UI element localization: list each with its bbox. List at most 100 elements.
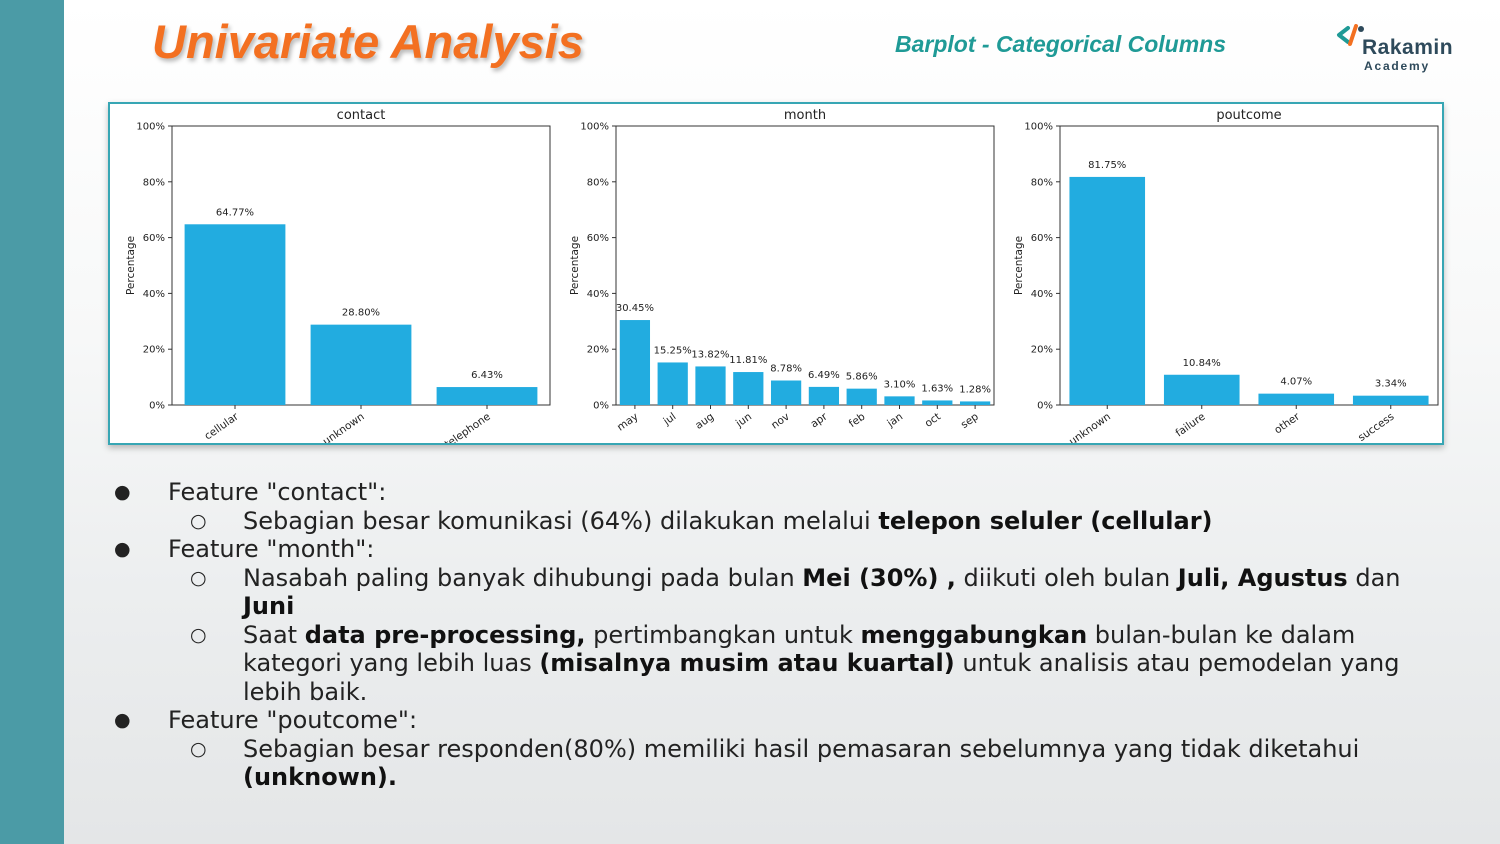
bar (657, 362, 688, 405)
plot-frame (615, 125, 995, 406)
x-tick-label: may (615, 411, 641, 434)
bar (884, 396, 915, 405)
data-label: 11.81% (729, 355, 767, 366)
y-tick-label: 0% (149, 401, 165, 412)
data-label: 3.10% (884, 379, 916, 390)
x-tick-label: oct (923, 411, 943, 430)
note-emphasis: telepon seluler (cellular) (878, 506, 1213, 535)
y-tick-label: 20% (587, 345, 609, 356)
y-tick-label: 20% (143, 345, 165, 356)
note-emphasis: Juni (243, 592, 295, 620)
note-text: diikuti oleh bulan (955, 563, 1178, 592)
bar (770, 380, 802, 405)
note-text: bulan-bulan ke dalam (1087, 620, 1356, 649)
note-text: Feature "poutcome": (168, 706, 418, 734)
x-tick-label: sep (959, 410, 981, 431)
note-text: Sebagian besar komunikasi (64%) dilakuka… (243, 506, 879, 535)
y-tick-label: 80% (143, 177, 165, 188)
note-text: lebih baik. (243, 677, 368, 706)
note-text: Feature "contact": (168, 478, 387, 506)
y-tick-label: 40% (1031, 289, 1053, 300)
sub-bullet: ○ (190, 737, 207, 760)
note-month-point-2: ○ Saat data pre-processing, pertimbangka… (112, 621, 1472, 650)
bar (436, 387, 538, 405)
charts-panel: contact 0% 20% 40% 60% 80% 100% Percentage 64.77… (108, 102, 1444, 445)
plot-frame (1059, 125, 1439, 406)
data-label: 10.84% (1183, 358, 1221, 369)
x-tick-label: unknown (321, 411, 367, 443)
bar (808, 386, 840, 405)
note-text: Saat (243, 620, 305, 649)
x-tick-label: aug (693, 411, 716, 432)
note-contact-point: ○ Sebagian besar komunikasi (64%) dilaku… (112, 507, 1472, 536)
note-text: pertimbangkan untuk (585, 620, 861, 649)
left-accent-bar (0, 0, 64, 844)
y-axis-label: Percentage (1013, 236, 1025, 295)
note-poutcome-point-cont: (unknown). (112, 763, 1472, 792)
bar (1258, 393, 1335, 405)
x-tick-label: nov (769, 411, 792, 432)
bullet: ● (114, 709, 131, 731)
note-month-point-2-cont: kategori yang lebih luas (misalnya musim… (112, 649, 1472, 678)
page-title: Univariate Analysis (152, 15, 584, 68)
data-label: 15.25% (654, 345, 692, 356)
bar (733, 372, 764, 405)
x-tick-label: other (1272, 410, 1302, 436)
sub-bullet: ○ (190, 509, 207, 532)
bullet: ● (114, 538, 131, 560)
note-emphasis: Juli, Agustus (1177, 563, 1348, 592)
y-tick-label: 60% (587, 233, 609, 244)
logo-subtitle: Academy (1364, 59, 1430, 73)
month-chart: month 0% 20% 40% 60% 80% 100% Percentage 30.45% m… (569, 108, 995, 434)
note-emphasis: (misalnya musim atau kuartal) (539, 649, 955, 677)
data-label: 6.43% (471, 370, 503, 381)
sub-bullet: ○ (190, 566, 207, 589)
data-label: 1.28% (959, 384, 991, 395)
bar (846, 388, 877, 405)
y-tick-label: 40% (587, 289, 609, 300)
y-tick-label: 60% (143, 233, 165, 244)
bar (619, 320, 651, 405)
chart-title: contact (337, 108, 386, 123)
note-emphasis: data pre-processing, (304, 620, 586, 649)
data-label: 81.75% (1088, 160, 1126, 171)
x-tick-label: feb (847, 410, 868, 430)
note-emphasis: menggabungkan (860, 620, 1088, 649)
note-text: dan (1347, 563, 1401, 592)
note-month-heading: ● Feature "month": (112, 535, 1472, 564)
bullet: ● (114, 481, 131, 503)
note-text: Nasabah paling banyak dihubungi pada bul… (243, 563, 803, 592)
bar (184, 224, 286, 405)
poutcome-chart: poutcome 0% 20% 40% 60% 80% 100% Percentage 81.7… (1013, 108, 1439, 443)
data-label: 30.45% (616, 303, 654, 314)
analysis-notes: ● Feature "contact": ○ Sebagian besar ko… (112, 478, 1472, 792)
note-month-point-2-cont-2: lebih baik. (112, 678, 1472, 707)
sub-bullet: ○ (190, 623, 207, 646)
bar (1352, 395, 1429, 405)
note-month-point-1-cont: Juni (112, 592, 1472, 621)
y-tick-label: 0% (593, 401, 609, 412)
bar (922, 400, 953, 405)
chart-title: poutcome (1216, 108, 1281, 123)
note-contact-heading: ● Feature "contact": (112, 478, 1472, 507)
note-poutcome-heading: ● Feature "poutcome": (112, 706, 1472, 735)
bar (310, 324, 412, 405)
note-text: untuk analisis atau pemodelan yang (954, 649, 1400, 677)
y-tick-label: 20% (1031, 345, 1053, 356)
data-label: 5.86% (846, 372, 878, 383)
page-subtitle: Barplot - Categorical Columns (895, 31, 1226, 57)
data-label: 64.77% (216, 207, 254, 218)
y-tick-label: 0% (1037, 401, 1053, 412)
note-text: Feature "month": (168, 535, 375, 563)
data-label: 28.80% (342, 308, 380, 319)
x-tick-label: jan (884, 411, 905, 431)
y-axis-label: Percentage (569, 236, 581, 295)
bar (1163, 374, 1240, 405)
bar (695, 366, 726, 405)
x-tick-label: telephone (443, 411, 493, 443)
data-label: 6.49% (808, 370, 840, 381)
y-tick-label: 80% (587, 177, 609, 188)
data-label: 1.63% (921, 383, 953, 394)
y-tick-label: 100% (136, 122, 165, 133)
x-tick-label: success (1356, 411, 1397, 443)
